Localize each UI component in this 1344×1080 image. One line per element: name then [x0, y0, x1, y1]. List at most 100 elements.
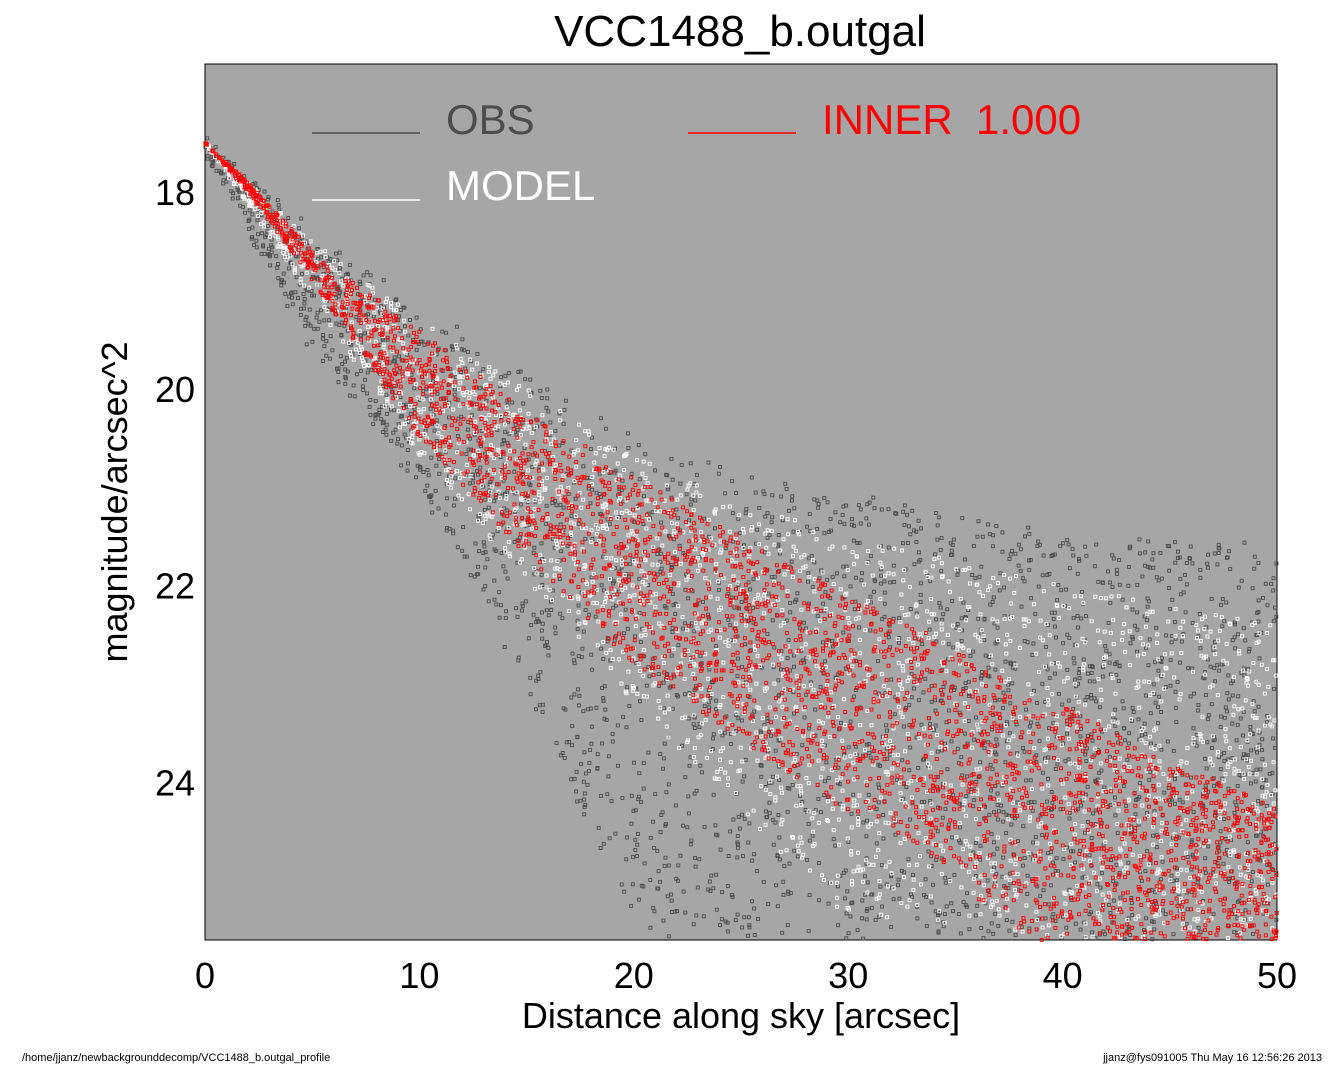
- data-point: [1243, 638, 1248, 643]
- data-point: [625, 685, 629, 690]
- data-point: [777, 778, 782, 782]
- data-point: [1142, 721, 1147, 726]
- data-point: [642, 494, 646, 499]
- data-point: [1072, 661, 1077, 666]
- data-point: [1143, 869, 1148, 874]
- data-point: [610, 739, 615, 744]
- data-point: [1183, 572, 1187, 577]
- data-point: [381, 278, 386, 283]
- data-point: [806, 929, 811, 934]
- data-point: [928, 801, 933, 805]
- data-point: [1159, 710, 1164, 714]
- data-point: [964, 615, 968, 620]
- data-point: [885, 728, 889, 733]
- data-point: [1067, 635, 1072, 640]
- data-point: [1031, 688, 1036, 693]
- data-point: [945, 767, 950, 772]
- data-point: [1120, 597, 1125, 602]
- data-point: [1087, 853, 1092, 858]
- data-point: [670, 629, 675, 634]
- data-point: [1127, 741, 1132, 746]
- data-point: [1189, 775, 1193, 780]
- data-point: [286, 266, 291, 271]
- data-point: [852, 694, 856, 699]
- data-point: [595, 752, 600, 757]
- data-point: [636, 443, 641, 447]
- data-point: [1169, 640, 1174, 645]
- data-point: [1066, 698, 1071, 703]
- data-point: [1195, 880, 1200, 885]
- data-point: [888, 645, 893, 650]
- data-point: [972, 798, 977, 803]
- data-point: [673, 612, 678, 616]
- data-point: [1084, 614, 1088, 619]
- data-point: [888, 752, 893, 757]
- data-point: [707, 705, 712, 710]
- data-point: [661, 766, 665, 771]
- data-point: [607, 754, 611, 759]
- data-point: [962, 557, 967, 562]
- data-point: [891, 563, 896, 568]
- data-point: [851, 792, 856, 797]
- data-point: [949, 548, 954, 553]
- data-point: [876, 659, 880, 663]
- data-point: [882, 579, 887, 584]
- data-point: [281, 280, 286, 285]
- data-point: [373, 399, 378, 403]
- data-point: [816, 797, 821, 802]
- data-point: [364, 391, 369, 396]
- data-point: [770, 774, 775, 779]
- data-point: [1212, 551, 1217, 556]
- data-point: [759, 763, 764, 768]
- data-point: [1000, 530, 1005, 535]
- data-point: [769, 520, 774, 525]
- data-point: [658, 830, 663, 835]
- data-point: [1196, 708, 1201, 713]
- data-point: [882, 601, 887, 606]
- data-point: [1152, 927, 1157, 932]
- data-point: [976, 616, 981, 621]
- data-point: [795, 591, 800, 596]
- data-point: [949, 901, 954, 906]
- data-point: [1065, 538, 1070, 542]
- data-point: [635, 854, 639, 859]
- data-point: [1241, 626, 1246, 631]
- data-point: [991, 840, 996, 845]
- data-point: [919, 799, 924, 804]
- data-point: [526, 636, 531, 641]
- data-point: [1168, 606, 1172, 611]
- data-point: [963, 731, 967, 736]
- data-point: [540, 610, 544, 615]
- data-point: [1027, 724, 1032, 729]
- data-point: [848, 914, 853, 919]
- data-point: [1027, 531, 1032, 536]
- data-point: [539, 628, 544, 633]
- data-point: [408, 318, 412, 322]
- data-point: [897, 616, 902, 621]
- data-point: [791, 690, 796, 695]
- data-point: [391, 359, 396, 364]
- data-point: [699, 770, 704, 775]
- data-point: [711, 792, 716, 797]
- data-point: [566, 491, 571, 496]
- data-point: [1147, 778, 1152, 782]
- data-point: [1179, 639, 1184, 644]
- data-point: [1198, 575, 1203, 580]
- data-point: [637, 477, 642, 482]
- data-point: [908, 817, 912, 822]
- data-point: [302, 301, 307, 306]
- data-point: [863, 892, 868, 897]
- data-point: [753, 490, 758, 495]
- data-point: [1108, 600, 1113, 605]
- data-point: [429, 455, 434, 460]
- data-point: [583, 803, 588, 807]
- data-point: [878, 884, 883, 889]
- data-point: [423, 489, 428, 493]
- data-point: [965, 891, 969, 896]
- data-point: [765, 631, 770, 636]
- data-point: [1241, 733, 1245, 738]
- data-point: [464, 554, 469, 559]
- data-point: [967, 927, 972, 932]
- data-point: [709, 873, 714, 878]
- data-point: [788, 601, 793, 605]
